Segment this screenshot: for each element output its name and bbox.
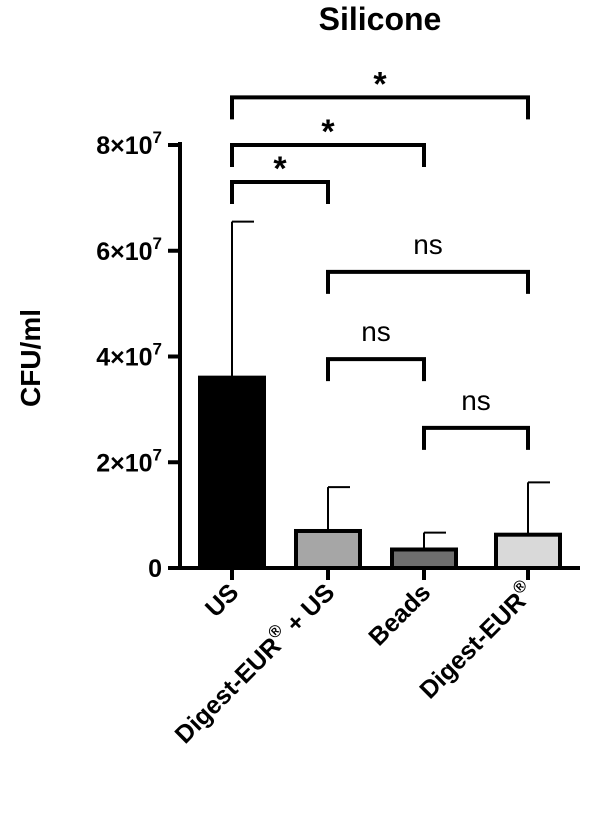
- bar-0: [198, 375, 266, 570]
- bracket-4: [326, 357, 426, 382]
- bracket-label-0: *: [273, 150, 287, 188]
- x-tick-label-0: US: [200, 578, 244, 622]
- bracket-label-2: *: [373, 65, 387, 103]
- y-ticks: 0 2×107 4×107 6×107 8×107: [96, 128, 180, 583]
- bracket-1: [230, 143, 426, 167]
- bar-3: [494, 532, 562, 570]
- bracket-label-1: *: [321, 113, 335, 151]
- bar-2: [390, 547, 458, 571]
- error-bars: [231, 220, 550, 550]
- bracket-5: [422, 425, 530, 450]
- y-axis-label: CFU/ml: [15, 309, 46, 407]
- y-tick-label-1: 2×107: [96, 445, 162, 477]
- chart-title: Silicone: [319, 1, 442, 37]
- x-tick-label-1: Digest-EUR® + US: [167, 576, 340, 749]
- y-tick-label-2: 4×107: [96, 340, 162, 372]
- bracket-0: [230, 180, 330, 205]
- significance-brackets: * * * ns ns ns: [230, 65, 530, 450]
- y-tick-label-3: 6×107: [96, 234, 162, 266]
- bracket-2: [230, 95, 530, 120]
- bar-1: [294, 528, 362, 570]
- bracket-label-4: ns: [361, 316, 391, 347]
- x-tick-label-2: Beads: [363, 578, 436, 651]
- bars: [198, 375, 562, 571]
- bracket-label-5: ns: [461, 385, 491, 416]
- bracket-3: [326, 269, 530, 294]
- y-tick-label-0: 0: [148, 555, 162, 583]
- bracket-label-3: ns: [413, 229, 443, 260]
- y-tick-label-4: 8×107: [96, 128, 162, 160]
